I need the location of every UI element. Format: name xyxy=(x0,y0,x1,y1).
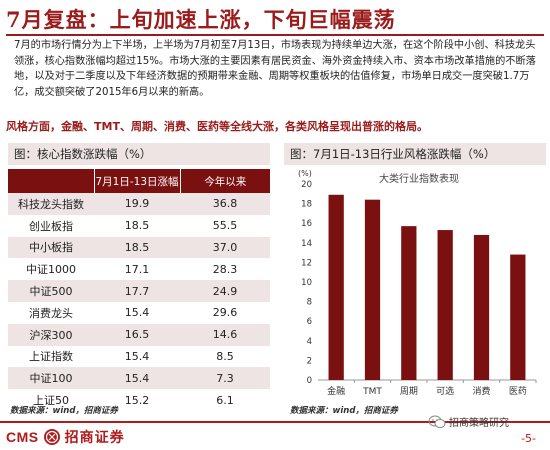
chart-x-axis: 金融 TMT 周期 可选 消费 医药 xyxy=(327,380,537,397)
ytd-change-cell: 8.5 xyxy=(216,349,234,363)
index-name-cell: 中小板指 xyxy=(29,241,73,255)
jul-change-cell: 15.4 xyxy=(124,306,150,320)
bar-1 xyxy=(364,199,381,380)
index-name-cell: 上证50 xyxy=(33,394,69,408)
wechat-account: 招商策略研究 xyxy=(428,414,509,429)
right-source-note: 数据来源：wind，招商证券 xyxy=(290,406,398,416)
page-title: 7月复盘：上旬加速上涨，下旬巨幅震荡 xyxy=(6,7,396,32)
chart-y-axis: 0 2 4 6 8 10 12 14 16 18 20 xyxy=(301,180,536,386)
footer-divider xyxy=(0,421,550,423)
index-name-cell: 科技龙头指数 xyxy=(18,197,84,211)
jul-change-cell: 16.5 xyxy=(124,328,150,342)
ytd-change-cell: 6.1 xyxy=(216,393,234,407)
table-row: 上证50 15.2 6.1 xyxy=(8,389,270,411)
x-tick-label: 周期 xyxy=(400,386,418,397)
jul-change-cell: 15.4 xyxy=(124,349,150,363)
bar-2 xyxy=(401,226,417,380)
summary-paragraph: 7月的市场行情分为上下半场，上半场为7月初至7月13日，市场表现为持续单边大涨，… xyxy=(14,40,536,98)
y-tick-label: 12 xyxy=(301,258,312,268)
logo-text-cn: 招商证券 xyxy=(64,430,125,446)
x-tick-label: 医药 xyxy=(509,386,527,397)
jul-change-cell: 17.1 xyxy=(124,262,150,276)
table-row: 创业板指 18.5 55.5 xyxy=(8,214,270,237)
chart-ylabel: (%) xyxy=(298,169,312,178)
index-name-cell: 消费龙头 xyxy=(29,306,73,320)
jul-change-cell: 15.2 xyxy=(124,393,150,407)
index-performance-table: 7月1日-13日涨幅 今年以来 科技龙头指数 19.9 36.8 创业板指 18.5 55… xyxy=(8,169,270,411)
table-row: 中小板指 18.5 37.0 xyxy=(8,236,270,259)
company-logo: CMS 招商证券 xyxy=(6,426,125,448)
bar-3 xyxy=(437,230,453,380)
ytd-change-cell: 37.0 xyxy=(212,240,238,254)
ytd-change-cell: 7.3 xyxy=(216,371,234,385)
y-tick-label: 2 xyxy=(307,356,312,366)
right-panel-header: 图：7月1日-13日行业风格涨跌幅（%） xyxy=(284,143,546,165)
page-number: -5- xyxy=(521,432,536,445)
y-tick-label: 10 xyxy=(301,278,312,288)
y-tick-label: 0 xyxy=(307,376,312,386)
index-name-cell: 创业板指 xyxy=(29,219,73,233)
y-tick-label: 16 xyxy=(301,219,312,229)
table-row: 中证500 17.7 24.9 xyxy=(8,280,270,302)
wechat-icon xyxy=(428,415,446,428)
index-name-cell: 中证100 xyxy=(29,372,73,386)
table-row: 中证100 15.4 7.3 xyxy=(8,367,270,390)
jul-change-cell: 15.4 xyxy=(124,371,150,385)
style-highlight: 风格方面，金融、TMT、周期、消费、医药等全线大涨，各类风格呈现出普涨的格局。 xyxy=(6,120,428,133)
left-panel-header: 图：核心指数涨跌幅（%） xyxy=(8,143,270,165)
wechat-label: 招商策略研究 xyxy=(449,418,509,429)
index-name-cell: 上证指数 xyxy=(29,350,73,364)
index-name-cell: 沪深300 xyxy=(29,328,73,342)
bar-5 xyxy=(510,254,526,380)
bar-0 xyxy=(328,194,344,380)
y-tick-label: 8 xyxy=(307,298,312,308)
y-tick-label: 6 xyxy=(307,317,312,327)
sector-bar-chart: (%) 大类行业指数表现 0 2 4 6 8 10 12 14 16 18 20 金融 TMT 周期 可选… xyxy=(298,169,537,397)
ytd-change-cell: 29.6 xyxy=(212,306,238,320)
x-tick-label: 金融 xyxy=(327,385,345,397)
ytd-change-cell: 28.3 xyxy=(212,262,238,276)
ytd-change-cell: 24.9 xyxy=(212,284,238,298)
ytd-change-cell: 55.5 xyxy=(212,219,238,233)
table-row: 上证指数 15.4 8.5 xyxy=(8,345,270,368)
table-header-blank xyxy=(8,169,95,193)
y-tick-label: 4 xyxy=(307,337,312,347)
x-tick-label: 消费 xyxy=(472,385,490,397)
logo-mark-icon xyxy=(43,429,60,445)
jul-change-cell: 18.5 xyxy=(124,219,150,233)
bar-4 xyxy=(473,234,490,380)
y-tick-label: 14 xyxy=(301,239,312,249)
index-name-cell: 中证500 xyxy=(29,285,73,299)
left-source-note: 数据来源：wind，招商证券 xyxy=(10,406,118,416)
table-row: 中证1000 17.1 28.3 xyxy=(8,258,270,281)
x-tick-label: 可选 xyxy=(436,385,454,397)
jul-change-cell: 19.9 xyxy=(124,197,150,211)
table-header-ytd: 今年以来 xyxy=(180,169,270,193)
table-row: 科技龙头指数 19.9 36.8 xyxy=(8,193,270,215)
ytd-change-cell: 36.8 xyxy=(212,197,238,211)
jul-change-cell: 18.5 xyxy=(124,240,150,254)
x-tick-label: TMT xyxy=(362,387,382,397)
table-row: 消费龙头 15.4 29.6 xyxy=(8,301,270,324)
chart-title: 大类行业指数表现 xyxy=(379,172,459,185)
table-header-jul: 7月1日-13日涨幅 xyxy=(94,169,181,193)
jul-change-cell: 17.7 xyxy=(124,284,150,298)
ytd-change-cell: 14.6 xyxy=(212,328,238,342)
index-name-cell: 中证1000 xyxy=(26,263,76,277)
table-row: 沪深300 16.5 14.6 xyxy=(8,323,270,346)
chart-bars xyxy=(328,194,526,380)
y-tick-label: 18 xyxy=(301,200,312,210)
table-header-row: 7月1日-13日涨幅 今年以来 xyxy=(8,169,270,193)
y-tick-label: 20 xyxy=(301,180,312,190)
logo-text-en: CMS xyxy=(6,429,39,445)
title-divider xyxy=(6,34,544,36)
